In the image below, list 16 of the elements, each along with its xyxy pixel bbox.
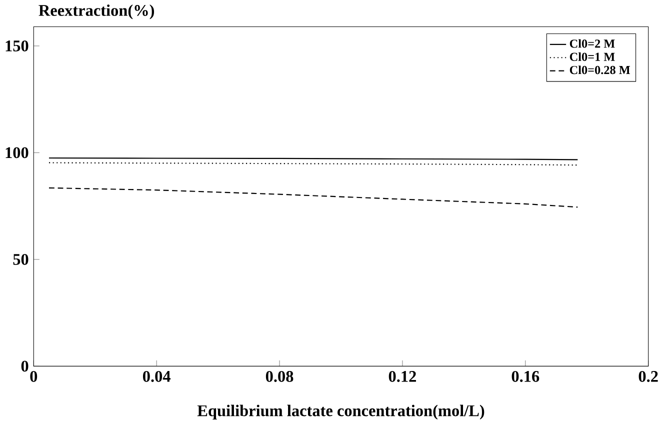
x-tick-label: 0.04 <box>143 370 170 382</box>
y-tick-label: 100 <box>6 147 28 158</box>
y-tick-label: 150 <box>6 40 28 52</box>
line-series <box>48 187 578 208</box>
x-tick-label: 0.16 <box>512 370 540 382</box>
legend-label: Cl0=1 M <box>570 52 615 61</box>
y-axis-title: Reextraction(%) <box>38 4 154 20</box>
x-tick-label: 0.08 <box>266 370 294 382</box>
legend-label: Cl0=2 M <box>570 39 615 48</box>
y-tick-label: 0 <box>21 360 28 372</box>
y-tick-label: 50 <box>13 254 28 265</box>
legend-label: Cl0=0.28 M <box>570 66 630 74</box>
x-axis-title: Equilibrium lactate concentration(mol/L) <box>197 404 484 420</box>
x-tick-label: 0 <box>30 370 38 382</box>
x-tick-label: 0.2 <box>638 370 658 382</box>
x-tick-label: 0.12 <box>388 370 416 382</box>
